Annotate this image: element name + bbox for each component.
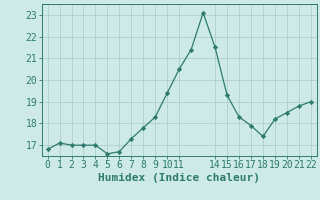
- X-axis label: Humidex (Indice chaleur): Humidex (Indice chaleur): [98, 173, 260, 183]
